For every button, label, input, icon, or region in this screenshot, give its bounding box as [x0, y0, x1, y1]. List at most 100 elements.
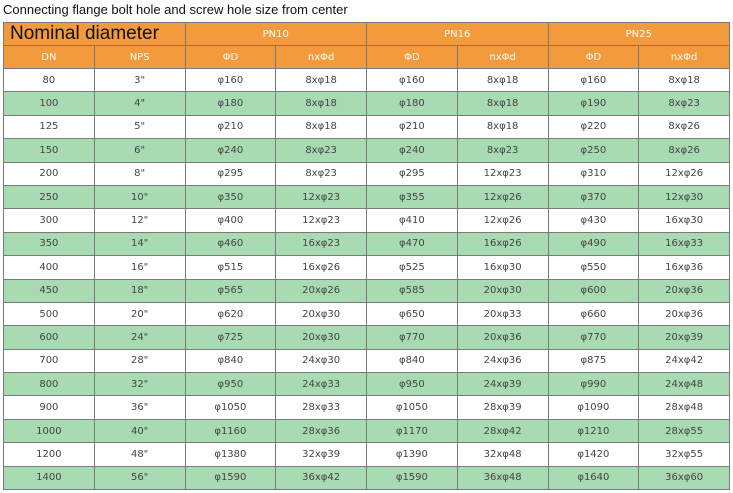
- table-cell: 20": [93, 301, 186, 327]
- table-cell: 28xφ36: [275, 418, 367, 444]
- column-header: NPS: [93, 45, 186, 69]
- table-cell: 12xφ23: [275, 208, 367, 233]
- table-cell: 3": [93, 67, 186, 93]
- table-body: 80 3" φ160 8xφ18 φ160 8xφ18 φ160 8xφ18 100 4" φ180…: [3, 67, 730, 491]
- table-cell: 12xφ26: [456, 184, 549, 210]
- table-cell: φ1420: [547, 442, 640, 467]
- table-cell: 8xφ18: [638, 67, 730, 93]
- table-cell: φ620: [184, 301, 277, 327]
- table-cell: φ1390: [366, 442, 458, 467]
- table-cell: 300: [3, 208, 95, 233]
- table-cell: 8xφ18: [275, 67, 367, 93]
- table-cell: φ295: [184, 161, 277, 186]
- table-cell: φ310: [547, 161, 640, 186]
- table-cell: 36": [93, 395, 186, 420]
- table-cell: 32xφ55: [638, 442, 730, 467]
- table-cell: φ725: [184, 325, 277, 350]
- table-row: 450 18" φ565 20xφ26 φ585 20xφ30 φ600 20xφ36: [3, 278, 730, 303]
- table-row: 1400 56" φ1590 36xφ42 φ1590 36xφ48 φ1640 36xφ60: [3, 465, 730, 491]
- table-cell: 8xφ18: [456, 67, 549, 93]
- table-row: 400 16" φ515 16xφ26 φ525 16xφ30 φ550 16xφ36: [3, 255, 730, 280]
- table-cell: 8xφ23: [456, 138, 549, 163]
- table-cell: 24xφ42: [638, 348, 730, 374]
- table-cell: φ1170: [366, 418, 458, 444]
- table-cell: 20xφ30: [275, 301, 367, 327]
- table-cell: 12": [93, 208, 186, 233]
- table-cell: φ355: [366, 184, 458, 210]
- table-cell: 16xφ30: [638, 208, 730, 233]
- table-cell: φ770: [547, 325, 640, 350]
- table-cell: 14": [93, 231, 186, 257]
- table-cell: 56": [93, 465, 186, 491]
- table-cell: φ1380: [184, 442, 277, 467]
- table-cell: φ840: [184, 348, 277, 374]
- table-cell: 16xφ26: [456, 231, 549, 257]
- table-cell: 28xφ42: [456, 418, 549, 444]
- column-header: nxΦd: [638, 45, 730, 69]
- table-cell: φ250: [547, 138, 640, 163]
- table-cell: 10": [93, 184, 186, 210]
- table-cell: 16xφ26: [275, 255, 367, 280]
- table-cell: 20xφ36: [638, 301, 730, 327]
- table-cell: φ460: [184, 231, 277, 257]
- table-cell: 32": [93, 372, 186, 397]
- table-cell: φ600: [547, 278, 640, 303]
- table-cell: φ875: [547, 348, 640, 374]
- table-cell: φ1590: [366, 465, 458, 491]
- table-cell: φ1090: [547, 395, 640, 420]
- column-header: ΦD: [184, 45, 277, 69]
- table-cell: φ180: [366, 91, 458, 116]
- table-cell: 1000: [3, 418, 95, 444]
- table-cell: φ515: [184, 255, 277, 280]
- table-cell: 20xφ39: [638, 325, 730, 350]
- table-cell: φ210: [184, 114, 277, 140]
- table-cell: 8xφ23: [638, 91, 730, 116]
- table-row: 500 20" φ620 20xφ30 φ650 20xφ33 φ660 20xφ36: [3, 301, 730, 327]
- table-cell: φ470: [366, 231, 458, 257]
- table-cell: 36xφ60: [638, 465, 730, 491]
- table-cell: φ525: [366, 255, 458, 280]
- table-cell: 28": [93, 348, 186, 374]
- table-row: 1000 40" φ1160 28xφ36 φ1170 28xφ42 φ1210 28xφ55: [3, 418, 730, 444]
- table-cell: 8xφ18: [275, 114, 367, 140]
- table-row: 125 5" φ210 8xφ18 φ210 8xφ18 φ220 8xφ26: [3, 114, 730, 140]
- table-cell: 24xφ39: [456, 372, 549, 397]
- table-cell: 12xφ26: [456, 208, 549, 233]
- table-row: 300 12" φ400 12xφ23 φ410 12xφ26 φ430 16xφ30: [3, 208, 730, 233]
- table-row: 600 24" φ725 20xφ30 φ770 20xφ36 φ770 20xφ39: [3, 325, 730, 350]
- table-cell: 18": [93, 278, 186, 303]
- table-cell: φ410: [366, 208, 458, 233]
- group-header: PN10: [184, 22, 367, 46]
- table-cell: 8xφ18: [456, 114, 549, 140]
- table-cell: 12xφ23: [275, 184, 367, 210]
- column-row: DN NPS ΦD nxΦd ΦD nxΦd ΦD nxΦd: [3, 45, 730, 69]
- table-cell: 1200: [3, 442, 95, 467]
- table-cell: φ160: [366, 67, 458, 93]
- group-header: PN25: [547, 22, 730, 46]
- table-cell: φ240: [366, 138, 458, 163]
- table-cell: φ240: [184, 138, 277, 163]
- table-cell: 8xφ26: [638, 114, 730, 140]
- table-cell: 125: [3, 114, 95, 140]
- table-row: 150 6" φ240 8xφ23 φ240 8xφ23 φ250 8xφ26: [3, 138, 730, 163]
- table-cell: 20xφ26: [275, 278, 367, 303]
- group-header: Nominal diameter: [3, 22, 186, 46]
- table-cell: 28xφ33: [275, 395, 367, 420]
- table-cell: 20xφ33: [456, 301, 549, 327]
- table-cell: φ190: [547, 91, 640, 116]
- table-cell: 24": [93, 325, 186, 350]
- table-cell: 6": [93, 138, 186, 163]
- table-row: 80 3" φ160 8xφ18 φ160 8xφ18 φ160 8xφ18: [3, 67, 730, 93]
- table-cell: 800: [3, 372, 95, 397]
- table-cell: φ950: [366, 372, 458, 397]
- table-cell: 36xφ48: [456, 465, 549, 491]
- table-cell: φ430: [547, 208, 640, 233]
- table-cell: φ160: [184, 67, 277, 93]
- table-cell: φ1210: [547, 418, 640, 444]
- table-cell: 20xφ36: [638, 278, 730, 303]
- table-cell: 8xφ23: [275, 161, 367, 186]
- table-cell: 4": [93, 91, 186, 116]
- table-cell: φ350: [184, 184, 277, 210]
- table-cell: 8xφ23: [275, 138, 367, 163]
- table-row: 100 4" φ180 8xφ18 φ180 8xφ18 φ190 8xφ23: [3, 91, 730, 116]
